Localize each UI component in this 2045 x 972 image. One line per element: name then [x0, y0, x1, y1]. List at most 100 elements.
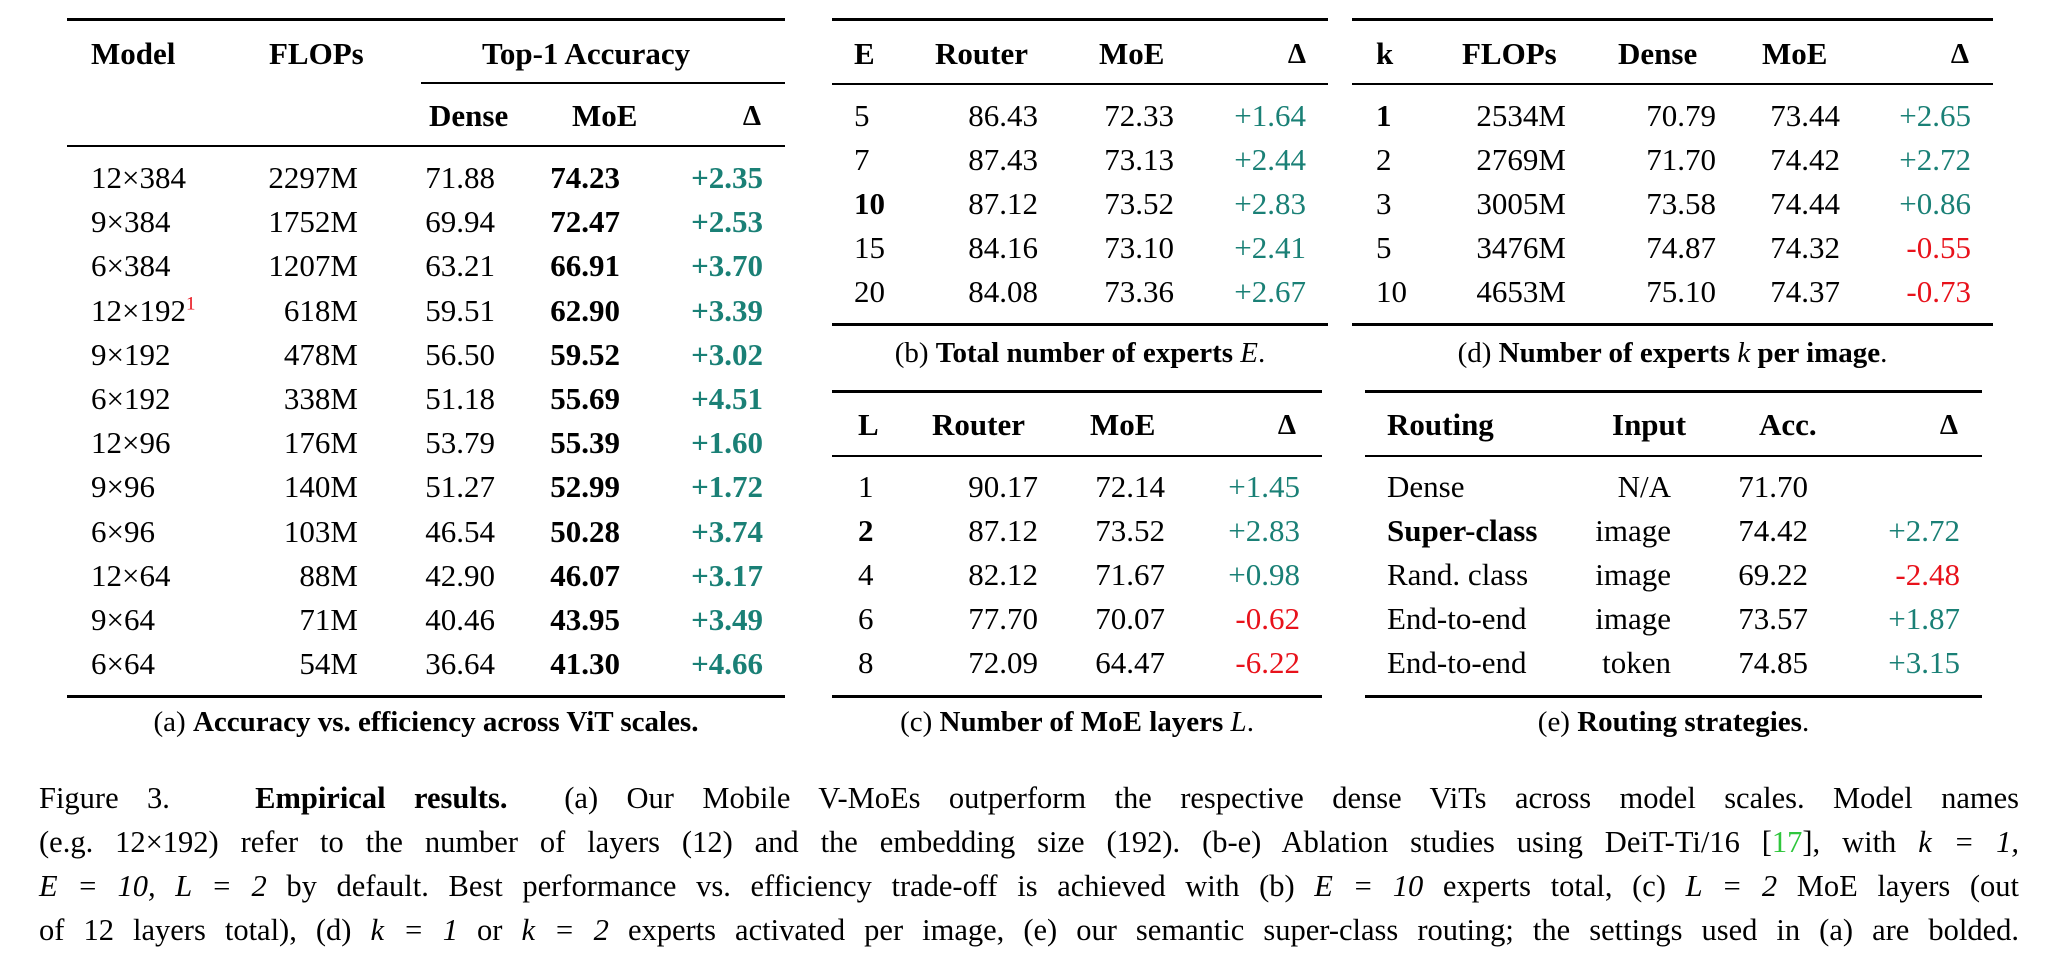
table-d-cell-flops: 4653M [1476, 274, 1566, 309]
header-rule [1365, 455, 1982, 457]
table-a-cell-flops: 71M [299, 602, 358, 637]
table-e-cell-routing: Super-class [1387, 513, 1538, 548]
table-c-cell-moe: 70.07 [1095, 601, 1165, 636]
table-e-cell-input: image [1595, 557, 1671, 592]
caption-d: (d) Number of experts k per image. [1352, 335, 1993, 371]
table-a-cell-delta: +4.51 [691, 381, 763, 416]
caption-d-prefix: (d) [1457, 337, 1499, 369]
table-e-cell-acc: 74.85 [1738, 645, 1808, 680]
table-c-cell-moe: 64.47 [1095, 645, 1165, 680]
table-d-cell-k: 5 [1376, 230, 1392, 265]
caption-e-prefix: (e) [1537, 706, 1578, 738]
caption-l3-c: MoE layers (out [1777, 869, 2020, 903]
caption-line-2: (e.g. 12×192) refer to the number of lay… [39, 820, 2019, 864]
header-rule [67, 145, 785, 147]
table-e-cell-routing: End-to-end [1387, 645, 1527, 680]
table-a-cell-moe: 50.28 [550, 513, 620, 549]
caption-e: (e) Routing strategies. [1365, 704, 1982, 740]
bottom-rule [832, 695, 1322, 698]
caption-a: (a) Accuracy vs. efficiency across ViT s… [67, 704, 785, 740]
header-model: Model [91, 36, 176, 71]
table-a-cell-dense: 36.64 [425, 646, 495, 682]
header-moe: MoE [1099, 36, 1165, 71]
caption-a-text: Accuracy vs. efficiency across ViT scale… [192, 706, 699, 738]
table-a-cell-flops: 140M [283, 469, 358, 505]
table-a-cell-flops: 1207M [268, 248, 358, 284]
header-input: Input [1612, 407, 1687, 442]
table-a-cell-moe: 43.95 [550, 602, 620, 637]
table-a-cell-model: 9×64 [91, 602, 155, 637]
table-b-cell-e: 7 [854, 142, 870, 177]
table-a-cell-moe: 59.52 [550, 336, 620, 372]
table-a-cell-moe: 62.90 [550, 292, 620, 328]
table-a-cell-delta: +1.60 [691, 425, 763, 461]
table-a-cell-moe: 55.39 [550, 425, 620, 461]
table-e-cell-routing: Rand. class [1387, 557, 1529, 592]
table-c-cell-moe: 73.52 [1095, 513, 1165, 548]
header-k: k [1376, 36, 1394, 71]
caption-b-var: E [1240, 337, 1259, 369]
table-d-cell-dense: 75.10 [1646, 274, 1716, 309]
table-a-cell-flops: 88M [299, 557, 358, 593]
table-d-cell-k: 1 [1376, 98, 1392, 133]
table-c-cell-l: 8 [858, 645, 874, 680]
table-d-cell-flops: 3005M [1476, 186, 1566, 221]
table-e-cell-delta: +3.15 [1888, 645, 1960, 680]
caption-c-var: L [1230, 706, 1247, 738]
table-a-cell-delta: +3.39 [691, 292, 763, 328]
caption-d-text2: per image [1750, 337, 1881, 369]
table-b-cell-router: 87.43 [968, 142, 1038, 177]
table-b-cell-moe: 73.13 [1104, 142, 1174, 177]
bottom-rule [1352, 323, 1993, 326]
caption-d-var: k [1737, 337, 1751, 369]
table-a-cell-dense: 56.50 [425, 336, 495, 372]
table-a-cell-dense: 53.79 [425, 425, 495, 461]
table-a-cell-flops: 1752M [268, 204, 358, 240]
caption-b-end: . [1258, 337, 1266, 369]
caption-l4-b: or [457, 913, 522, 947]
table-a-cell-delta: +4.66 [691, 646, 763, 682]
table-a-cell-delta: +3.49 [691, 602, 763, 637]
caption-c-text: Number of MoE layers [939, 706, 1231, 738]
table-a: Model FLOPs Top-1 Accuracy Dense MoE Δ 1… [67, 18, 785, 698]
table-a-cell-dense: 69.94 [425, 204, 495, 240]
caption-line-4: of 12 layers total), (d) k = 1 or k = 2 … [39, 908, 2019, 952]
caption-b: (b) Total number of experts E. [832, 335, 1328, 371]
table-d-cell-delta: -0.55 [1906, 230, 1971, 265]
table-c-cell-moe: 71.67 [1095, 557, 1165, 592]
top-rule [1352, 18, 1993, 21]
table-a-cell-dense: 51.27 [425, 469, 495, 505]
table-a-cell-delta: +3.70 [691, 248, 763, 284]
header-top1: Top-1 Accuracy [482, 36, 691, 71]
delta-icon: Δ [1277, 409, 1296, 441]
table-b-cell-e: 20 [854, 274, 885, 309]
header-moe: MoE [1762, 36, 1828, 71]
table-a-cell-delta: +1.72 [691, 469, 763, 505]
table-a-cell-dense: 71.88 [425, 160, 495, 195]
table-e-cell-delta: -2.48 [1895, 557, 1960, 592]
top-rule [832, 390, 1322, 393]
figure-title: Empirical results. [255, 781, 508, 815]
citation-link[interactable]: 17 [1771, 825, 1803, 859]
header-routing: Routing [1387, 407, 1494, 442]
header-router: Router [935, 36, 1028, 71]
table-d-cell-k: 3 [1376, 186, 1392, 221]
table-d-cell-moe: 74.32 [1770, 230, 1840, 265]
table-a-cell-moe: 46.07 [550, 557, 620, 593]
table-c-cell-router: 72.09 [968, 645, 1038, 680]
caption-line-3: E = 10, L = 2 by default. Best performan… [39, 864, 2019, 908]
table-a-cell-model: 12×384 [91, 160, 186, 195]
caption-l4-a: of 12 layers total), (d) [39, 913, 371, 947]
caption-line-1: Figure 3. Empirical results. (a) Our Mob… [39, 776, 2019, 820]
caption-c-prefix: (c) [900, 706, 940, 738]
table-e-cell-acc: 71.70 [1738, 469, 1808, 504]
table-c-cell-delta: +1.45 [1228, 469, 1300, 504]
table-c-cell-moe: 72.14 [1095, 469, 1165, 504]
table-b-cell-e: 5 [854, 98, 870, 133]
caption-l4-eq2: k = 2 [521, 913, 609, 947]
table-d-cell-delta: +2.65 [1899, 98, 1971, 133]
table-a-cell-moe: 41.30 [550, 646, 620, 682]
header-flops: FLOPs [1462, 36, 1557, 71]
table-a-cell-dense: 59.51 [425, 292, 495, 328]
table-d-cell-delta: +2.72 [1899, 142, 1971, 177]
